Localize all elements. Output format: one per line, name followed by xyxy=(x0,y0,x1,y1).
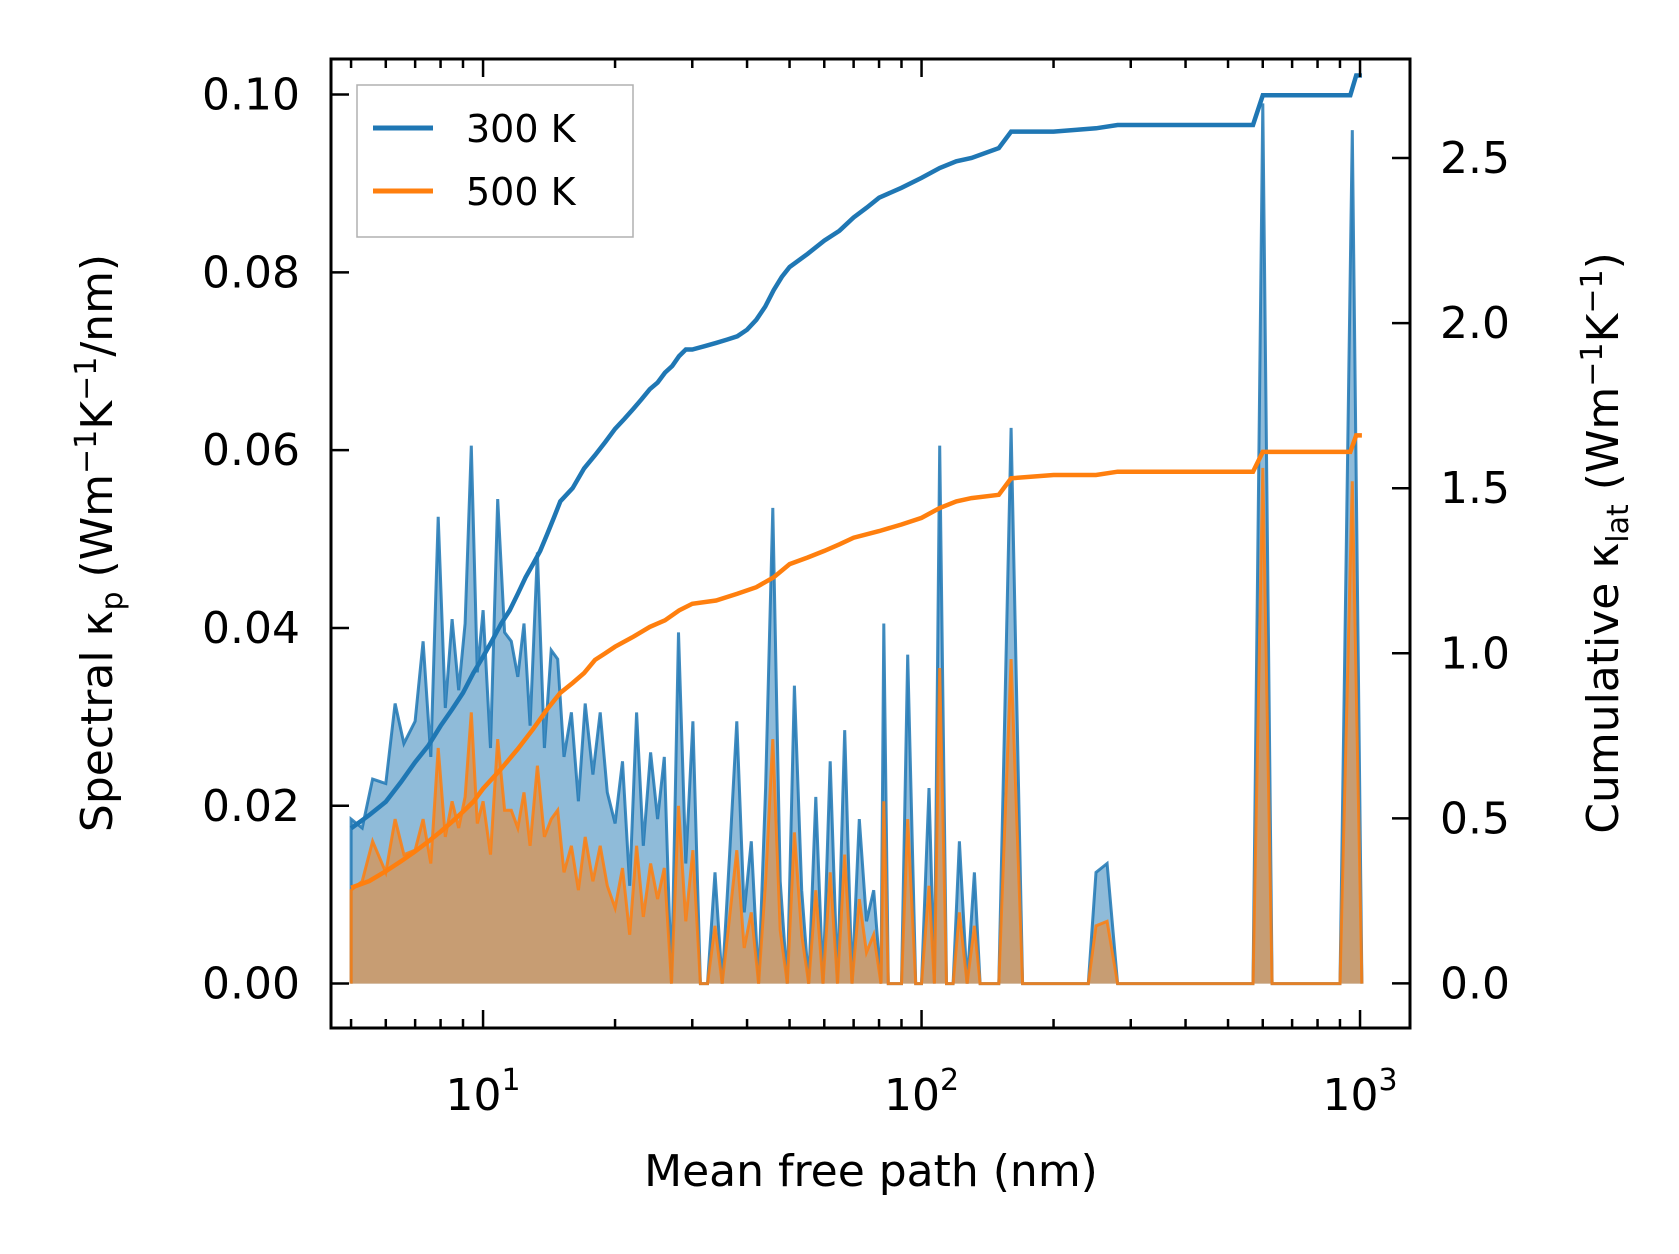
spectral-fill-500k xyxy=(351,467,1362,984)
legend-label-500k: 500 K xyxy=(466,170,577,214)
x-tick-exp: 3 xyxy=(1378,1063,1397,1098)
y-left-sup2: −1 xyxy=(69,357,104,401)
x-tick-base: 10 xyxy=(1322,1070,1378,1121)
y-right-tick-label: 2.5 xyxy=(1440,133,1510,184)
x-axis-label: Mean free path (nm) xyxy=(644,1146,1098,1197)
legend-box xyxy=(356,84,634,238)
y-left-unit-pre: (Wm xyxy=(72,474,123,592)
y-left-sub: p xyxy=(95,591,130,610)
x-tick-label: 103 xyxy=(1322,1063,1397,1121)
legend: 300 K 500 K xyxy=(356,84,634,238)
y-right-unit-pre: (Wm xyxy=(1578,387,1629,505)
y-right-main: Cumulative κ xyxy=(1578,543,1629,834)
cumulative-line-500k xyxy=(350,433,1362,890)
y-left-tick-label: 0.08 xyxy=(202,247,300,298)
y-right-sub: lat xyxy=(1601,504,1636,543)
y-right-unit-post: ) xyxy=(1578,252,1629,269)
x-tick-label: 101 xyxy=(446,1063,521,1121)
x-tick-label: 102 xyxy=(884,1063,959,1121)
y-right-sup1: −1 xyxy=(1575,342,1610,386)
y-right-sup2: −1 xyxy=(1575,269,1610,313)
y-left-tick-label: 0.04 xyxy=(202,603,300,654)
x-tick-base: 10 xyxy=(446,1070,502,1121)
x-tick-exp: 2 xyxy=(940,1063,959,1098)
spectral-fills xyxy=(349,103,1364,986)
y-left-unit-post: /nm) xyxy=(72,254,123,357)
y-left-tick-label: 0.10 xyxy=(202,70,300,121)
y-left-main: Spectral κ xyxy=(72,611,123,833)
svg-text:Spectral κp (Wm−1K−1/nm): Spectral κp (Wm−1K−1/nm) xyxy=(69,254,130,832)
plot-frame xyxy=(329,57,1412,1030)
y-left-sup1: −1 xyxy=(69,430,104,474)
y-axis-label-left: Spectral κp (Wm−1K−1/nm) xyxy=(69,254,130,832)
y-right-tick-label: 2.0 xyxy=(1440,298,1510,349)
tick-labels: 101 102 1030.000.020.040.060.080.100.00.51… xyxy=(202,70,1510,1121)
cumulative-line-300k xyxy=(349,73,1362,831)
plot-lines xyxy=(349,73,1362,890)
y-left-tick-label: 0.00 xyxy=(202,959,300,1010)
y-right-unit-mid: K xyxy=(1578,312,1629,342)
y-right-tick-label: 0.0 xyxy=(1440,958,1510,1009)
svg-text:Cumulative κlat (Wm−1K−1): Cumulative κlat (Wm−1K−1) xyxy=(1575,252,1636,834)
y-right-tick-label: 0.5 xyxy=(1440,793,1510,844)
y-right-tick-label: 1.0 xyxy=(1440,628,1510,679)
y-axis-label-right: Cumulative κlat (Wm−1K−1) xyxy=(1575,252,1636,834)
y-left-tick-label: 0.02 xyxy=(202,781,300,832)
y-right-tick-label: 1.5 xyxy=(1440,463,1510,514)
y-left-unit-mid: K xyxy=(72,400,123,430)
y-left-tick-label: 0.06 xyxy=(202,425,300,476)
legend-label-300k: 300 K xyxy=(466,107,577,151)
x-tick-exp: 1 xyxy=(502,1063,521,1098)
spectral-edge-500k xyxy=(349,467,1364,986)
x-tick-base: 10 xyxy=(884,1070,940,1121)
